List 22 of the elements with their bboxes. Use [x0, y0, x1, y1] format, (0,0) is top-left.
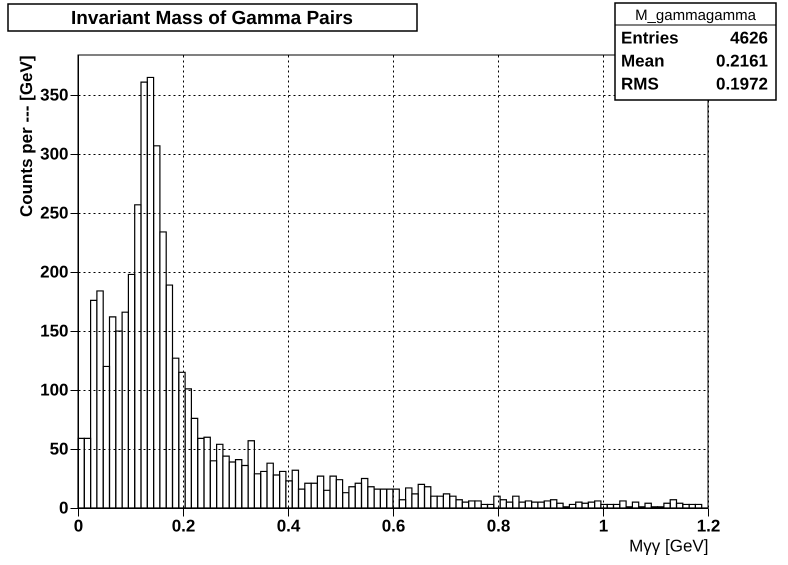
- y-tick-label: 300: [40, 144, 68, 164]
- text: Entries 4626: [621, 28, 768, 48]
- text: RMS 0.1972: [621, 74, 768, 94]
- y-tick-label: 0: [59, 498, 68, 518]
- x-axis-title: Mγγ [GeV]: [629, 536, 708, 556]
- x-tick-label: 1: [598, 516, 608, 536]
- x-tick-label: 0.2: [172, 516, 196, 536]
- x-tick-label: 1.2: [696, 516, 720, 536]
- y-tick-label: 50: [50, 440, 68, 459]
- text: Mean 0.2161: [621, 52, 768, 70]
- y-tick-label: 200: [40, 262, 68, 282]
- text: M_gammagamma: [635, 7, 757, 24]
- y-axis-title: Counts per --- [GeV]: [17, 56, 36, 217]
- x-tick-label: 0.6: [382, 516, 406, 536]
- y-tick-label: 100: [40, 380, 68, 400]
- y-tick-label: 350: [40, 86, 68, 105]
- y-tick-label: 150: [40, 322, 68, 341]
- x-tick-label: 0.4: [276, 516, 301, 536]
- x-tick-label: 0.8: [486, 516, 510, 536]
- x-tick-label: 0: [74, 516, 84, 536]
- chart-title: Invariant Mass of Gamma Pairs: [71, 8, 353, 29]
- y-tick-label: 250: [40, 204, 68, 223]
